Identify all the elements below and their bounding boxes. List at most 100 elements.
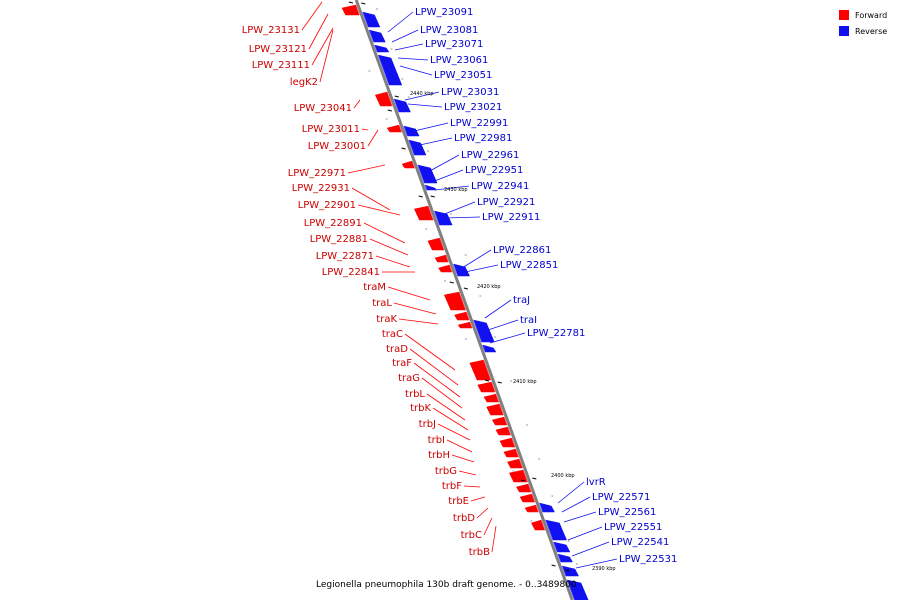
forward-feature-block[interactable] [499,437,516,448]
reverse-feature-block[interactable] [545,519,567,541]
forward-feature-block[interactable] [524,504,539,513]
forward-gene-label[interactable]: traL [372,298,392,309]
forward-feature-block[interactable] [516,483,532,493]
reverse-gene-label[interactable]: LPW_22861 [493,245,551,256]
reverse-gene-label[interactable]: LPW_22981 [454,133,512,144]
forward-gene-label[interactable]: legK2 [290,77,318,88]
reverse-gene-label[interactable]: lvrR [586,477,606,488]
reverse-feature-block[interactable] [452,263,470,277]
forward-gene-label[interactable]: traG [398,373,420,384]
forward-gene-label[interactable]: LPW_22971 [288,168,346,179]
reverse-feature-block[interactable] [374,44,390,53]
forward-gene-label[interactable]: trbB [469,547,490,558]
reverse-gene-label[interactable]: LPW_22951 [465,165,523,176]
forward-gene-label[interactable]: LPW_22871 [316,251,374,262]
forward-feature-block-edge [491,381,496,393]
reverse-feature-block[interactable] [557,553,573,563]
reverse-gene-label[interactable]: LPW_22541 [611,537,669,548]
forward-gene-label[interactable]: LPW_22901 [298,200,356,211]
forward-feature-block[interactable] [495,426,512,436]
forward-gene-label[interactable]: trbL [405,389,425,400]
reverse-feature-block[interactable] [403,125,420,137]
reverse-gene-label[interactable]: LPW_23071 [425,39,483,50]
forward-feature-block[interactable] [443,291,467,311]
forward-gene-label[interactable]: trbC [461,530,482,541]
reverse-gene-label[interactable]: LPW_23021 [444,102,502,113]
reverse-gene-label[interactable]: traJ [513,295,530,306]
forward-gene-label[interactable]: LPW_23011 [302,124,360,135]
forward-gene-label[interactable]: traD [386,344,408,355]
forward-feature-block[interactable] [414,205,434,221]
reverse-feature-block[interactable] [482,344,497,353]
reverse-feature-block[interactable] [362,11,381,28]
forward-feature-block[interactable] [491,416,508,426]
forward-gene-label[interactable]: traC [382,329,403,340]
forward-feature-block[interactable] [477,381,496,393]
reverse-gene-label[interactable]: LPW_23081 [420,25,478,36]
reverse-feature-block[interactable] [433,210,453,226]
reverse-feature-block[interactable] [552,541,571,553]
forward-feature-block[interactable] [507,458,524,469]
forward-feature-block[interactable] [503,448,520,458]
forward-feature-block[interactable] [483,393,500,403]
forward-feature-block[interactable] [509,469,529,483]
reverse-gene-label[interactable]: LPW_23051 [434,70,492,81]
reverse-feature-block[interactable] [368,29,386,43]
forward-gene-label[interactable]: trbE [448,496,469,507]
reverse-gene-label[interactable]: LPW_22851 [500,260,558,271]
forward-gene-label[interactable]: trbI [428,435,445,446]
reverse-feature-block[interactable] [561,565,579,577]
reverse-gene-label[interactable]: traI [520,315,537,326]
forward-feature-block[interactable] [454,311,470,321]
forward-gene-label[interactable]: LPW_22891 [304,218,362,229]
reverse-feature-block[interactable] [393,98,411,113]
forward-gene-label[interactable]: trbH [428,450,450,461]
forward-feature-block[interactable] [386,124,403,133]
forward-gene-label[interactable]: LPW_23001 [308,141,366,152]
forward-gene-label[interactable]: LPW_22881 [310,234,368,245]
forward-feature-block[interactable] [427,237,445,251]
reverse-gene-label[interactable]: LPW_22781 [527,328,585,339]
reverse-gene-label[interactable]: LPW_22911 [482,212,540,223]
forward-feature-block[interactable] [469,359,492,381]
forward-feature-block[interactable] [519,493,536,503]
forward-gene-label[interactable]: LPW_22931 [292,183,350,194]
reverse-feature-block[interactable] [408,139,427,156]
forward-gene-label[interactable]: trbG [435,466,457,477]
reverse-gene-label[interactable]: LPW_22551 [604,522,662,533]
forward-feature-block[interactable] [486,403,504,416]
reverse-gene-label[interactable]: LPW_23091 [415,7,473,18]
forward-feature-block[interactable] [341,4,360,16]
reverse-feature-block[interactable] [377,54,403,86]
reverse-gene-label[interactable]: LPW_22941 [471,181,529,192]
forward-feature-block[interactable] [401,160,416,169]
forward-gene-label[interactable]: LPW_22841 [322,267,380,278]
forward-gene-label[interactable]: LPW_23111 [252,60,310,71]
reverse-gene-label[interactable]: LPW_22991 [450,118,508,129]
forward-feature-block[interactable] [531,519,546,531]
forward-feature-block[interactable] [457,321,473,329]
reverse-gene-label[interactable]: LPW_22921 [477,197,535,208]
reverse-gene-label[interactable]: LPW_22961 [461,150,519,161]
forward-gene-label[interactable]: LPW_23041 [294,103,352,114]
forward-gene-label[interactable]: traK [376,314,397,325]
reverse-gene-label[interactable]: LPW_22561 [598,507,656,518]
reverse-gene-label[interactable]: LPW_22571 [592,492,650,503]
forward-gene-label[interactable]: traM [363,282,386,293]
forward-feature-block[interactable] [438,264,453,273]
reverse-feature-block[interactable] [538,502,555,513]
reverse-gene-label[interactable]: LPW_23061 [430,55,488,66]
forward-leader-line [308,13,329,50]
forward-gene-label[interactable]: trbF [442,481,462,492]
forward-gene-label[interactable]: trbD [453,513,475,524]
forward-gene-label[interactable]: traF [392,358,412,369]
forward-gene-label[interactable]: trbJ [419,419,436,430]
reverse-feature-block[interactable] [417,164,438,184]
forward-gene-label[interactable]: LPW_23131 [242,25,300,36]
forward-gene-label[interactable]: trbK [410,403,431,414]
reverse-gene-label[interactable]: LPW_23031 [441,87,499,98]
forward-feature-block[interactable] [434,254,449,263]
forward-gene-label[interactable]: LPW_23121 [249,44,307,55]
reverse-gene-label[interactable]: LPW_22531 [619,554,677,565]
forward-feature-block[interactable] [374,91,393,107]
